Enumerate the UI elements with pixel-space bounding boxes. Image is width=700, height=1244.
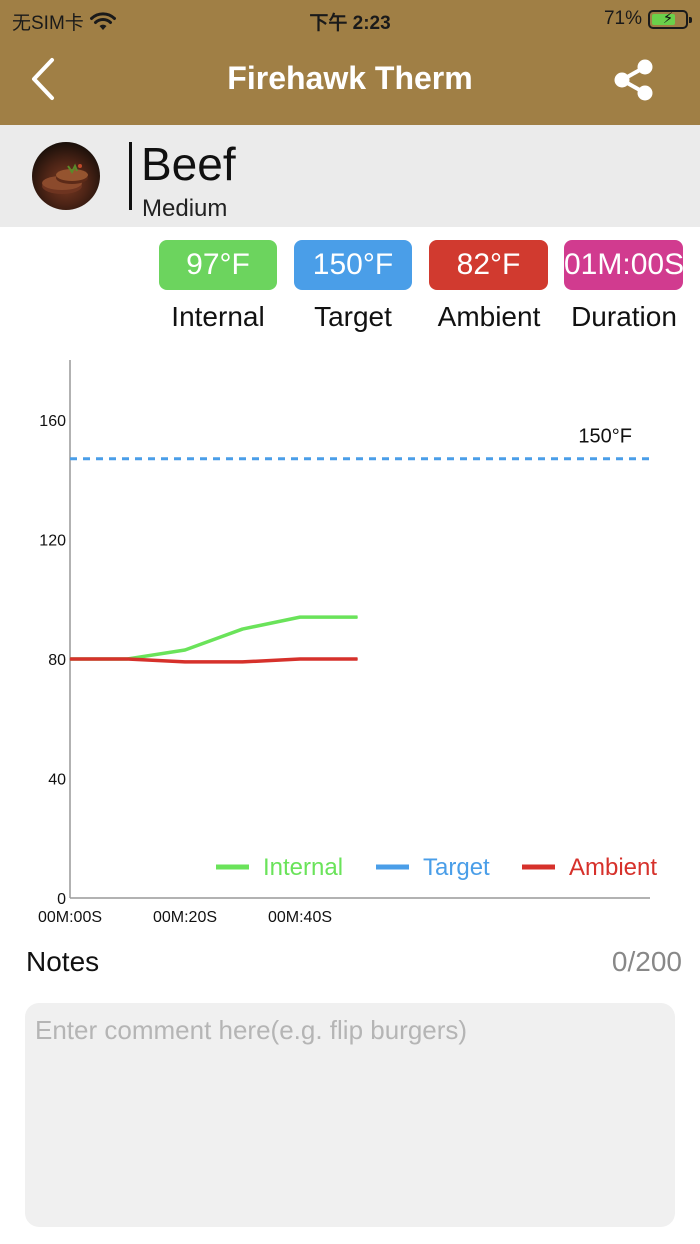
battery-icon: ⚡	[648, 9, 692, 29]
share-button[interactable]	[612, 58, 656, 102]
steak-image	[42, 163, 88, 194]
y-tick-label: 80	[48, 652, 66, 669]
data-point-ambient	[357, 658, 358, 660]
data-point-ambient	[184, 661, 186, 663]
data-point-internal	[242, 628, 243, 630]
internal-label: Internal	[171, 301, 265, 332]
y-tick-label: 160	[39, 413, 66, 430]
y-tick-label: 0	[57, 891, 66, 908]
legend-label-internal: Internal	[263, 854, 343, 881]
target-temp-badge[interactable]: 150°F	[294, 240, 412, 290]
status-bar: 无SIM卡 下午 2:23 71% ⚡	[0, 0, 700, 38]
share-icon	[614, 59, 653, 101]
battery-percent: 71%	[603, 8, 642, 29]
notes-char-count: 0/200	[611, 946, 682, 977]
x-tick-label: 00M:40S	[268, 909, 332, 926]
temperature-chart: 160 120 80 40 0 00M:00S 00M:20S 00M:40S 150°F Int…	[0, 340, 700, 940]
y-tick-label: 40	[48, 771, 66, 788]
nav-bar: Firehawk Therm	[0, 38, 700, 125]
wifi-icon	[89, 11, 116, 30]
data-point-internal	[299, 616, 301, 618]
food-avatar	[32, 142, 100, 210]
back-button[interactable]	[26, 56, 66, 102]
series-line-internal	[70, 615, 358, 661]
internal-temp-badge: 97°F	[159, 240, 277, 290]
notes-label: Notes	[26, 946, 100, 977]
status-left: 无SIM卡	[12, 8, 116, 35]
duration-label: Duration	[571, 301, 677, 332]
duration-badge: 01M:00S	[564, 240, 684, 290]
divider-line	[129, 142, 132, 210]
x-tick-label: 00M:20S	[153, 909, 217, 926]
food-name: Beef	[141, 138, 236, 190]
header-bar: 无SIM卡 下午 2:23 71% ⚡ Firehawk Therm	[0, 0, 700, 125]
chevron-left-icon	[32, 58, 54, 100]
page-title: Firehawk Therm	[227, 60, 473, 96]
series-line-ambient	[70, 657, 358, 664]
status-right: 71% ⚡	[603, 8, 692, 30]
food-header: Beef Medium	[0, 125, 700, 227]
data-point-internal	[184, 649, 186, 651]
data-point-ambient	[127, 658, 128, 660]
food-doneness: Medium	[142, 195, 228, 222]
data-point-ambient	[242, 661, 243, 663]
x-tick-label: 00M:00S	[38, 909, 102, 926]
notes-box	[25, 1003, 675, 1227]
notes-input[interactable]	[35, 1015, 665, 1215]
target-line-label: 150°F	[578, 426, 632, 448]
ambient-temp-badge: 82°F	[429, 240, 548, 290]
target-label: Target	[314, 301, 392, 332]
data-point-ambient	[299, 658, 301, 660]
battery-fill	[652, 13, 675, 25]
data-point-ambient	[69, 658, 71, 660]
legend-label-target: Target	[423, 854, 490, 881]
y-tick-label: 120	[39, 532, 66, 549]
carrier-text: 无SIM卡	[12, 13, 84, 34]
ambient-label: Ambient	[437, 301, 541, 332]
data-point-internal	[357, 616, 358, 618]
status-time: 下午 2:23	[309, 13, 391, 34]
charging-bolt-icon: ⚡	[662, 9, 674, 27]
legend-label-ambient: Ambient	[569, 854, 657, 881]
